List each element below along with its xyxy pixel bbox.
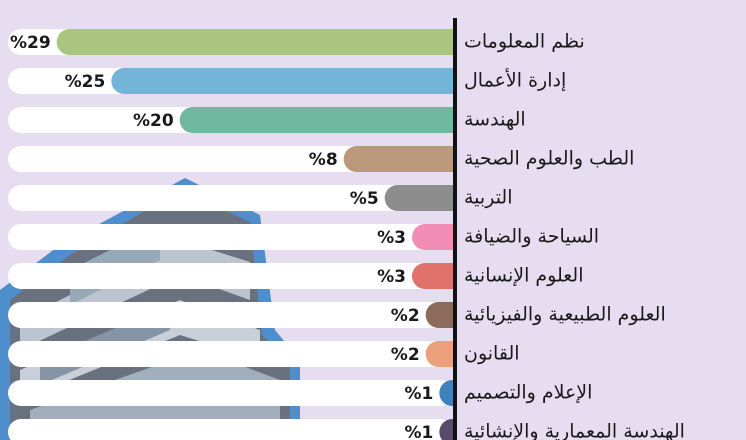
value-label: %25 [65, 72, 106, 92]
bar-track [8, 146, 453, 172]
category-label: القانون [464, 343, 520, 365]
bar [111, 68, 453, 94]
value-label: %3 [377, 267, 406, 287]
bar-track [8, 224, 453, 250]
bar [439, 419, 453, 440]
bar [179, 107, 453, 133]
bar-track [8, 263, 453, 289]
bar [425, 341, 453, 367]
category-label: الإعلام والتصميم [464, 382, 592, 404]
value-label: %20 [133, 111, 174, 131]
bar [439, 380, 453, 406]
category-label: الهندسة [464, 109, 526, 131]
value-label: %1 [404, 384, 433, 404]
value-label: %2 [391, 306, 420, 326]
bar-track [8, 341, 453, 367]
category-label: العلوم الطبيعية والفيزيائية [464, 304, 666, 326]
category-label: الطب والعلوم الصحية [464, 148, 634, 170]
value-label: %8 [309, 150, 338, 170]
category-label: إدارة الأعمال [464, 69, 566, 93]
bar-track [8, 419, 453, 440]
category-label: العلوم الإنسانية [464, 265, 584, 287]
bar [425, 302, 453, 328]
bar-track [8, 185, 453, 211]
bar-track [8, 302, 453, 328]
bar [56, 29, 454, 55]
bar-track [8, 380, 453, 406]
category-label: السياحة والضيافة [464, 226, 599, 248]
value-label: %2 [391, 345, 420, 365]
bar [412, 263, 453, 289]
bar [384, 185, 453, 211]
category-label: الهندسة المعمارية والإنشائية [464, 421, 685, 440]
value-label: %1 [404, 423, 433, 440]
category-label: التربية [464, 187, 513, 209]
bar [412, 224, 453, 250]
value-label: %3 [377, 228, 406, 248]
value-label: %29 [10, 33, 51, 53]
category-label: نظم المعلومات [464, 31, 585, 53]
bar [343, 146, 453, 172]
value-label: %5 [350, 189, 379, 209]
